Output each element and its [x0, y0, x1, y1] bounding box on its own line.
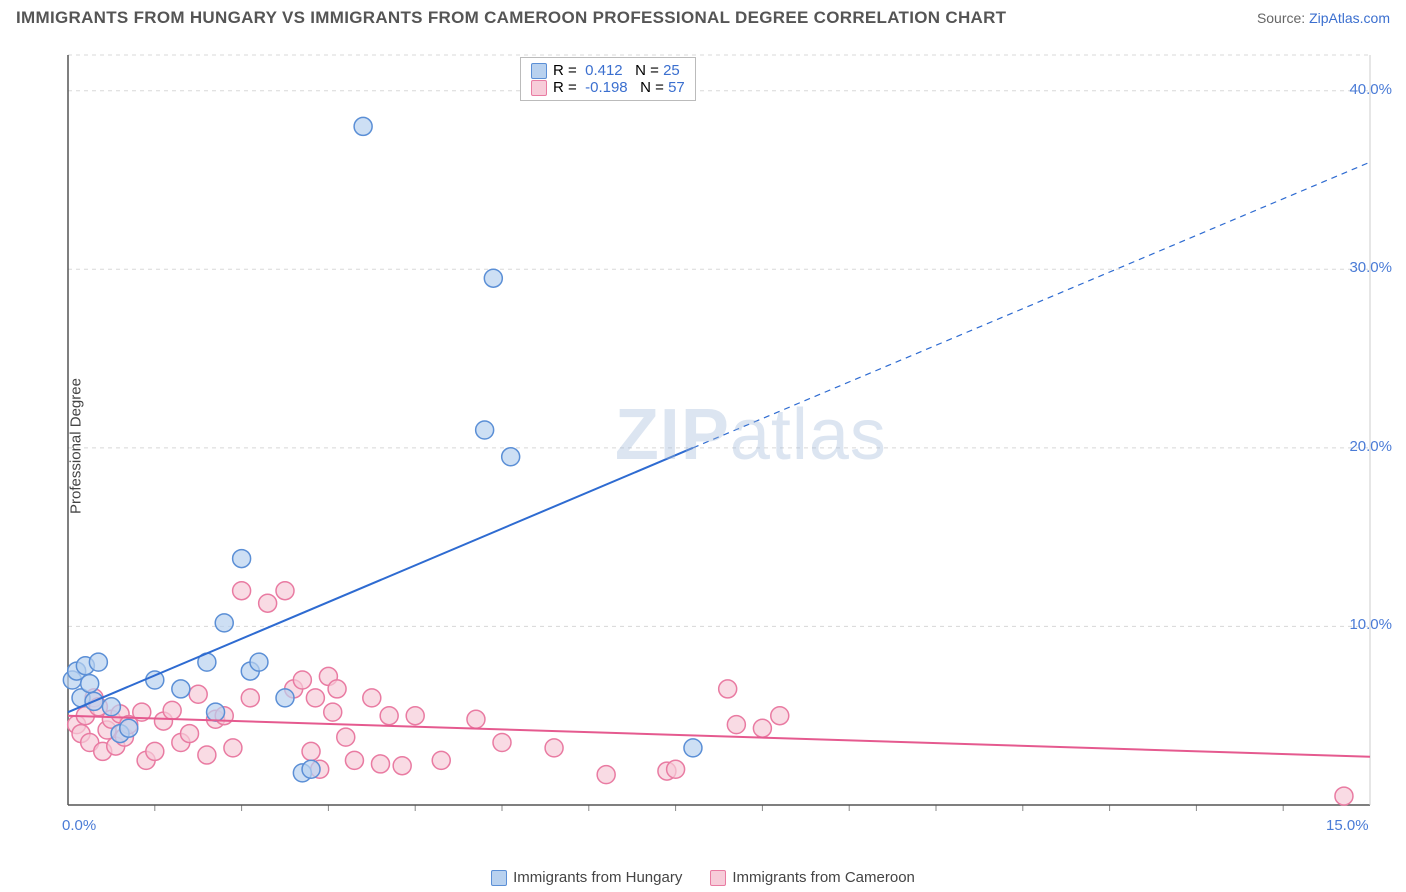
bottom-legend: Immigrants from Hungary Immigrants from C… — [0, 869, 1406, 886]
y-tick-label: 10.0% — [1349, 616, 1392, 633]
legend-entry: Immigrants from Hungary — [491, 869, 682, 886]
legend-entry: Immigrants from Cameroon — [710, 869, 915, 886]
legend-label: Immigrants from Cameroon — [732, 869, 915, 886]
correlation-legend: R = 0.412 N = 25 R = -0.198 N = 57 — [520, 57, 696, 101]
x-tick-label: 0.0% — [62, 817, 96, 834]
correlation-row: R = 0.412 N = 25 — [531, 62, 685, 79]
source-citation: Source: ZipAtlas.com — [1257, 10, 1390, 26]
chart-title: IMMIGRANTS FROM HUNGARY VS IMMIGRANTS FR… — [16, 8, 1006, 28]
y-tick-label: 20.0% — [1349, 438, 1392, 455]
source-link[interactable]: ZipAtlas.com — [1309, 10, 1390, 26]
legend-label: Immigrants from Hungary — [513, 869, 682, 886]
legend-swatch — [531, 80, 547, 96]
correlation-text: R = 0.412 N = 25 — [553, 62, 680, 79]
legend-swatch — [531, 63, 547, 79]
y-tick-label: 40.0% — [1349, 81, 1392, 98]
correlation-text: R = -0.198 N = 57 — [553, 79, 685, 96]
legend-swatch — [491, 870, 507, 886]
source-prefix: Source: — [1257, 10, 1309, 26]
plot-container: ZIPatlas R = 0.412 N = 25 R = -0.198 N =… — [50, 45, 1390, 835]
legend-swatch — [710, 870, 726, 886]
title-bar: IMMIGRANTS FROM HUNGARY VS IMMIGRANTS FR… — [0, 0, 1406, 32]
y-tick-label: 30.0% — [1349, 259, 1392, 276]
correlation-row: R = -0.198 N = 57 — [531, 79, 685, 96]
scatter-chart — [50, 45, 1390, 835]
x-tick-label: 15.0% — [1326, 817, 1369, 834]
